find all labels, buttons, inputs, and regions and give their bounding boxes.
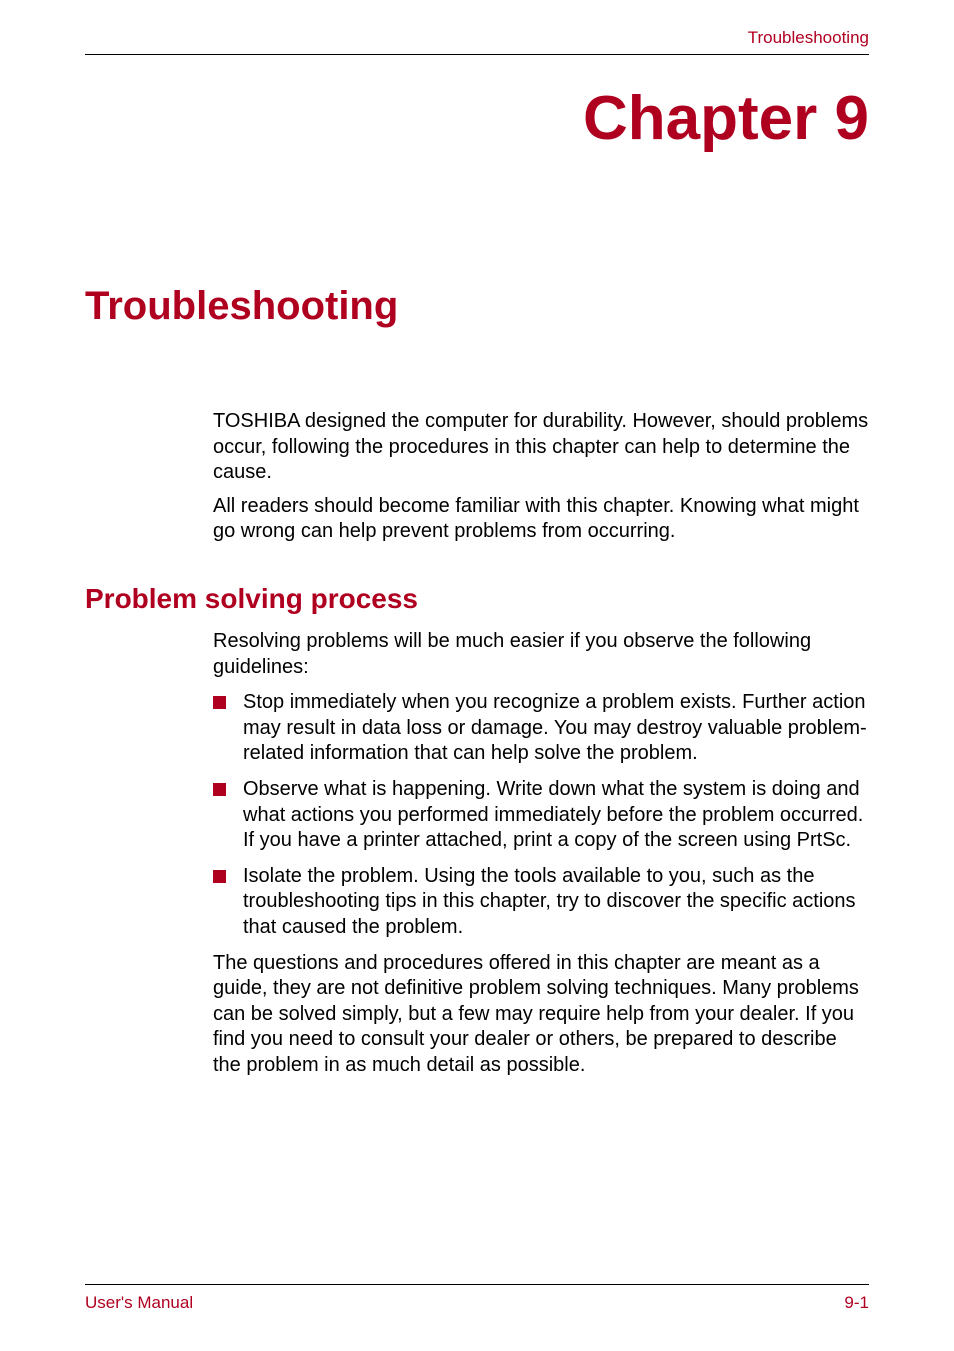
- footer-left: User's Manual: [85, 1293, 193, 1313]
- bullet-list: Stop immediately when you recognize a pr…: [213, 690, 869, 940]
- bullet-text: Stop immediately when you recognize a pr…: [243, 690, 869, 767]
- bullet-square-icon: [213, 696, 226, 709]
- bullet-item: Observe what is happening. Write down wh…: [213, 777, 869, 854]
- bullet-text: Isolate the problem. Using the tools ava…: [243, 864, 869, 941]
- chapter-title: Chapter 9: [85, 83, 869, 154]
- page-footer: User's Manual 9-1: [85, 1284, 869, 1313]
- bullet-text: Observe what is happening. Write down wh…: [243, 777, 869, 854]
- closing-paragraph: The questions and procedures offered in …: [213, 951, 869, 1079]
- footer-right: 9-1: [844, 1293, 869, 1313]
- bullet-item: Isolate the problem. Using the tools ava…: [213, 864, 869, 941]
- intro-paragraph-2: All readers should become familiar with …: [213, 494, 869, 545]
- bullet-square-icon: [213, 870, 226, 883]
- section-intro: Resolving problems will be much easier i…: [213, 629, 869, 680]
- header-text: Troubleshooting: [748, 28, 869, 47]
- bullet-item: Stop immediately when you recognize a pr…: [213, 690, 869, 767]
- section-content: Resolving problems will be much easier i…: [213, 629, 869, 1079]
- intro-paragraph-1: TOSHIBA designed the computer for durabi…: [213, 409, 869, 486]
- bullet-square-icon: [213, 783, 226, 796]
- main-title: Troubleshooting: [85, 284, 869, 329]
- page-header: Troubleshooting: [85, 28, 869, 55]
- section-heading: Problem solving process: [85, 583, 869, 615]
- intro-section: TOSHIBA designed the computer for durabi…: [213, 409, 869, 545]
